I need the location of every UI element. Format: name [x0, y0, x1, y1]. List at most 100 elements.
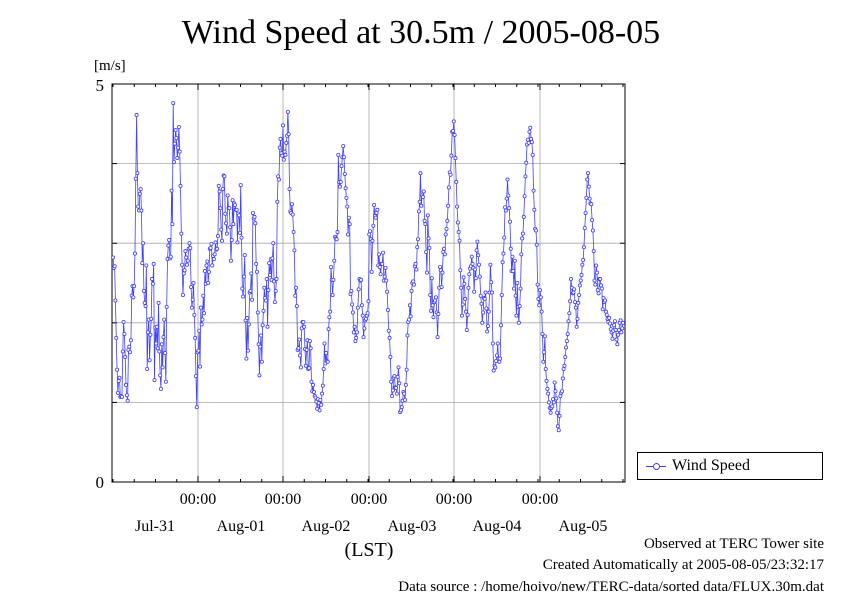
- data-point: [439, 284, 444, 289]
- data-point: [408, 314, 413, 319]
- data-point: [407, 303, 412, 308]
- data-point: [552, 380, 557, 385]
- data-point: [307, 366, 312, 371]
- data-point: [154, 324, 159, 329]
- data-point: [490, 341, 495, 346]
- data-point: [522, 194, 527, 199]
- data-point: [127, 344, 132, 349]
- data-point: [563, 355, 568, 360]
- data-point: [503, 208, 508, 213]
- data-point: [294, 304, 299, 309]
- data-point: [454, 179, 459, 184]
- data-point: [266, 288, 271, 293]
- data-point: [235, 240, 240, 245]
- data-point: [416, 209, 421, 214]
- data-point: [383, 265, 388, 270]
- data-point: [567, 311, 572, 316]
- data-point: [172, 141, 177, 146]
- data-point: [174, 136, 179, 141]
- data-point: [213, 240, 218, 245]
- data-point: [223, 211, 228, 216]
- data-point: [603, 309, 608, 314]
- data-point: [445, 218, 450, 223]
- data-point: [365, 311, 370, 316]
- data-point: [551, 400, 556, 405]
- data-point: [228, 258, 233, 263]
- data-point: [486, 309, 491, 314]
- data-point: [422, 218, 427, 223]
- data-point: [593, 282, 598, 287]
- data-point: [411, 282, 416, 287]
- data-point: [217, 189, 222, 194]
- data-point: [264, 277, 269, 282]
- legend-label-wind-speed: Wind Speed: [672, 457, 751, 474]
- data-point: [311, 390, 316, 395]
- data-point: [182, 268, 187, 273]
- data-point: [346, 232, 351, 237]
- data-point: [562, 363, 567, 368]
- data-point: [242, 253, 247, 258]
- data-point: [163, 351, 168, 356]
- data-point: [494, 353, 499, 358]
- data-point: [448, 172, 453, 177]
- data-point: [141, 288, 146, 293]
- data-point: [555, 410, 560, 415]
- data-point: [565, 331, 570, 336]
- data-point: [463, 296, 468, 301]
- data-point: [618, 318, 623, 323]
- x-date-label-2: Aug-01: [217, 518, 266, 535]
- data-point: [290, 212, 295, 217]
- data-point: [151, 261, 156, 266]
- data-point: [278, 136, 283, 141]
- data-point: [178, 183, 183, 188]
- data-point: [185, 262, 190, 267]
- data-point: [201, 293, 206, 298]
- data-point: [409, 288, 414, 293]
- data-point: [320, 383, 325, 388]
- data-point: [283, 152, 288, 157]
- data-point: [250, 210, 255, 215]
- data-point: [455, 204, 460, 209]
- data-point: [258, 344, 263, 349]
- data-point: [355, 330, 360, 335]
- data-point: [586, 171, 591, 176]
- data-point: [164, 304, 169, 309]
- x-date-label-1: Jul-31: [135, 518, 175, 535]
- data-point: [276, 174, 281, 179]
- data-point: [282, 149, 287, 154]
- data-point: [204, 263, 209, 268]
- data-point: [238, 183, 243, 188]
- data-point: [231, 222, 236, 227]
- data-point: [446, 185, 451, 190]
- data-point: [591, 249, 596, 254]
- data-point: [539, 309, 544, 314]
- data-point: [154, 341, 159, 346]
- data-point: [355, 305, 360, 310]
- data-point: [512, 286, 517, 291]
- data-point: [197, 328, 202, 333]
- grid-lines: [112, 84, 625, 482]
- data-point: [392, 374, 397, 379]
- data-point: [540, 331, 545, 336]
- data-point: [241, 294, 246, 299]
- x-date-label-4: Aug-03: [388, 518, 437, 535]
- data-point: [446, 203, 451, 208]
- data-point: [328, 265, 333, 270]
- data-point: [257, 373, 262, 378]
- data-point: [191, 280, 196, 285]
- data-point: [254, 269, 259, 274]
- data-point: [304, 347, 309, 352]
- data-point: [431, 315, 436, 320]
- data-point: [577, 283, 582, 288]
- data-point: [451, 119, 456, 124]
- data-point: [600, 307, 605, 312]
- data-point: [578, 278, 583, 283]
- data-point: [564, 345, 569, 350]
- data-point: [382, 274, 387, 279]
- data-point: [506, 193, 511, 198]
- data-point: [462, 281, 467, 286]
- data-point: [542, 334, 547, 339]
- data-point: [139, 208, 144, 213]
- data-point: [404, 367, 409, 372]
- data-point: [604, 312, 609, 317]
